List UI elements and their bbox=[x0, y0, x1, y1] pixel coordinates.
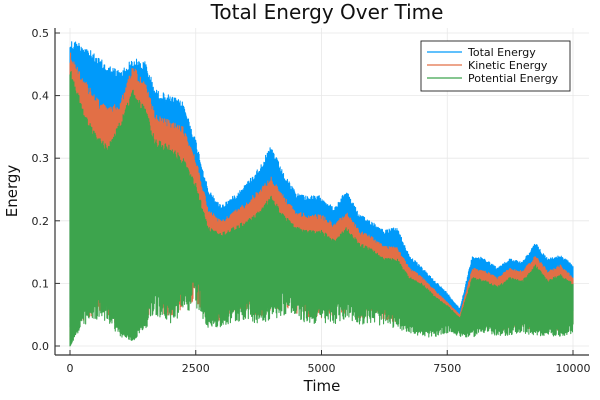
x-tick-label: 7500 bbox=[433, 362, 461, 375]
x-axis-title: Time bbox=[303, 377, 341, 395]
y-tick-label: 0.0 bbox=[32, 340, 50, 353]
y-tick-label: 0.4 bbox=[32, 90, 50, 103]
legend-label: Potential Energy bbox=[468, 72, 559, 85]
plot-series bbox=[69, 41, 574, 347]
x-tick-label: 2500 bbox=[182, 362, 210, 375]
series-line bbox=[69, 70, 574, 347]
series-potential-energy bbox=[69, 70, 574, 347]
x-tick-label: 0 bbox=[67, 362, 74, 375]
y-axis-title: Energy bbox=[3, 165, 21, 218]
legend-label: Kinetic Energy bbox=[468, 59, 548, 72]
x-tick-label: 5000 bbox=[308, 362, 336, 375]
legend-label: Total Energy bbox=[467, 46, 536, 59]
x-ticks: 0 2500 5000 7500 10000 bbox=[67, 350, 591, 375]
legend-box bbox=[420, 40, 571, 92]
x-tick-label: 10000 bbox=[556, 362, 591, 375]
y-ticks: 0.0 0.1 0.2 0.3 0.4 0.5 bbox=[32, 27, 60, 353]
y-tick-label: 0.3 bbox=[32, 152, 50, 165]
y-tick-label: 0.1 bbox=[32, 277, 50, 290]
y-tick-label: 0.2 bbox=[32, 215, 50, 228]
y-tick-label: 0.5 bbox=[32, 27, 50, 40]
chart-title: Total Energy Over Time bbox=[210, 0, 444, 24]
